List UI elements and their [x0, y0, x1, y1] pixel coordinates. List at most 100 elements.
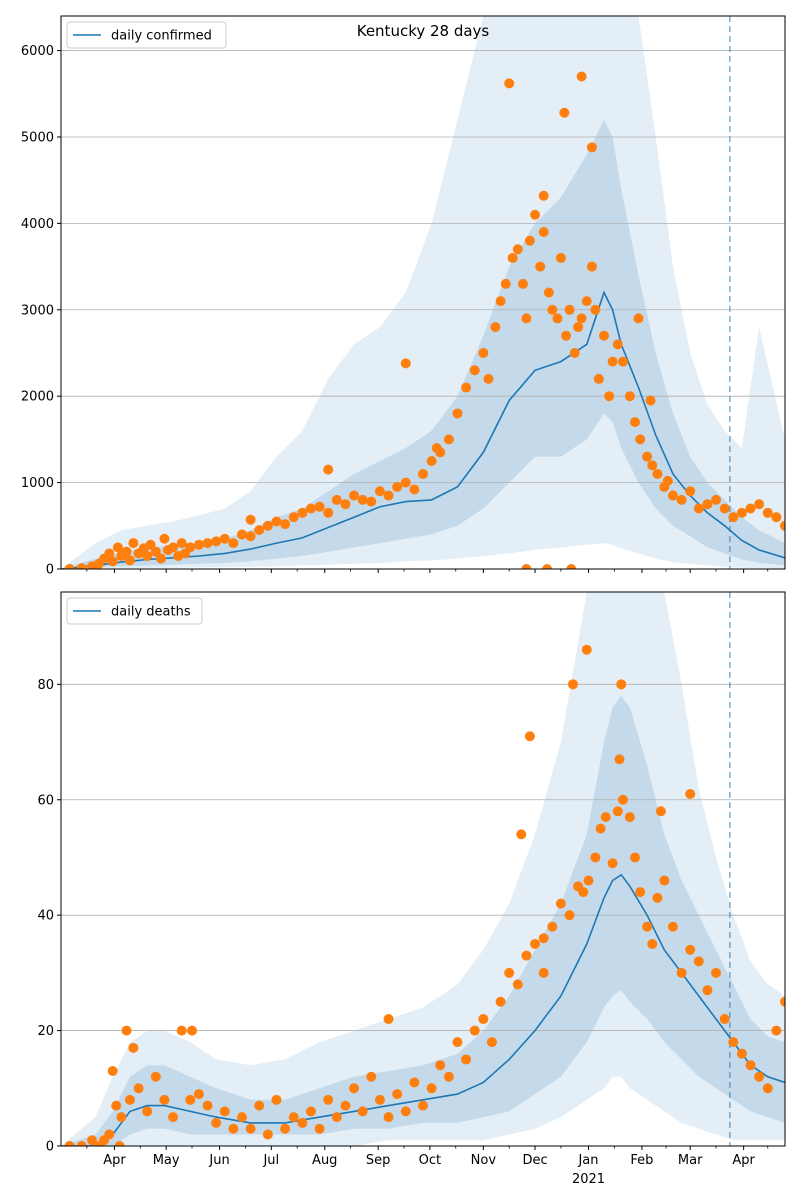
observed-point — [711, 494, 722, 505]
observed-point — [111, 1100, 122, 1111]
axes-frame — [60, 15, 786, 570]
observed-point — [418, 468, 428, 479]
observed-point — [719, 1014, 730, 1025]
observed-point — [193, 539, 204, 550]
observed-point — [202, 1100, 213, 1111]
observed-point — [512, 244, 523, 255]
observed-point — [104, 548, 115, 559]
observed-point — [612, 339, 623, 350]
plot-area — [61, 592, 785, 1146]
y-tick-label: 40 — [37, 909, 54, 924]
observed-point — [517, 278, 528, 289]
observed-point — [254, 1100, 265, 1111]
observed-point — [524, 731, 535, 742]
observed-point — [426, 1083, 437, 1094]
observed-point — [593, 373, 604, 384]
observed-point — [676, 967, 687, 978]
observed-point — [452, 1037, 463, 1048]
y-tick-label: 5000 — [21, 130, 54, 145]
observed-point — [114, 1141, 125, 1146]
observed-point — [630, 852, 641, 863]
x-tick-label: Jun — [208, 1153, 229, 1168]
observed-point — [655, 806, 666, 817]
observed-point — [702, 499, 713, 510]
observed-point — [297, 507, 308, 518]
observed-point — [349, 1083, 360, 1094]
observed-point — [607, 356, 618, 367]
chart-title: Kentucky 28 days — [357, 22, 490, 40]
observed-point — [538, 190, 549, 201]
observed-point — [576, 71, 587, 82]
observed-point — [685, 486, 696, 497]
observed-point — [555, 898, 566, 909]
observed-point — [552, 313, 563, 324]
observed-point — [685, 788, 696, 799]
plot-area — [61, 16, 785, 569]
observed-point — [340, 499, 351, 510]
observed-point — [573, 322, 584, 333]
observed-point — [647, 460, 658, 471]
observed-point — [647, 939, 658, 950]
observed-point — [366, 496, 377, 507]
observed-point — [578, 887, 589, 898]
observed-point — [357, 494, 368, 505]
observed-point — [642, 921, 653, 932]
observed-point — [383, 1112, 394, 1123]
observed-point — [409, 484, 420, 495]
observed-point — [124, 1094, 135, 1105]
observed-point — [305, 503, 316, 514]
observed-point — [271, 1094, 282, 1105]
observed-point — [314, 1123, 325, 1134]
observed-point — [559, 107, 570, 118]
x-tick-label: Oct — [419, 1153, 441, 1168]
observed-point — [245, 514, 256, 525]
y-tick-label: 2000 — [21, 390, 54, 405]
observed-point — [64, 1141, 75, 1146]
observed-point — [521, 950, 532, 961]
observed-point — [630, 417, 641, 428]
observed-point — [564, 910, 575, 921]
observed-point — [590, 304, 601, 315]
observed-point — [435, 1060, 446, 1071]
observed-point — [780, 520, 785, 531]
observed-point — [340, 1100, 351, 1111]
observed-point — [538, 933, 549, 944]
observed-point — [599, 330, 609, 341]
observed-point — [538, 227, 549, 238]
legend-label: daily deaths — [111, 605, 191, 620]
observed-point — [693, 503, 704, 514]
observed-point — [176, 538, 187, 549]
observed-point — [374, 1094, 385, 1105]
observed-point — [538, 967, 549, 978]
observed-point — [150, 546, 161, 557]
observed-point — [142, 1106, 153, 1117]
observed-point — [667, 490, 678, 501]
observed-point — [676, 494, 687, 505]
observed-point — [478, 347, 489, 358]
observed-point — [228, 538, 239, 549]
observed-point — [521, 313, 532, 324]
observed-point — [780, 996, 785, 1007]
legend-box — [66, 597, 203, 625]
observed-point — [614, 754, 625, 765]
observed-point — [392, 1089, 403, 1100]
observed-point — [635, 887, 646, 898]
observed-point — [728, 512, 739, 523]
observed-point — [418, 1100, 428, 1111]
observed-point — [569, 347, 580, 358]
observed-point — [262, 1129, 273, 1140]
observed-point — [586, 261, 597, 272]
observed-point — [504, 967, 515, 978]
observed-point — [323, 507, 334, 518]
observed-point — [185, 1094, 196, 1105]
observed-point — [64, 564, 75, 569]
observed-point — [76, 1141, 87, 1146]
uncertainty-band-inner — [61, 119, 785, 569]
observed-point — [374, 486, 385, 497]
observed-point — [516, 829, 527, 840]
observed-point — [604, 391, 615, 402]
observed-point — [168, 542, 179, 553]
observed-point — [616, 679, 627, 690]
observed-point — [121, 1025, 132, 1036]
observed-point — [652, 468, 663, 479]
